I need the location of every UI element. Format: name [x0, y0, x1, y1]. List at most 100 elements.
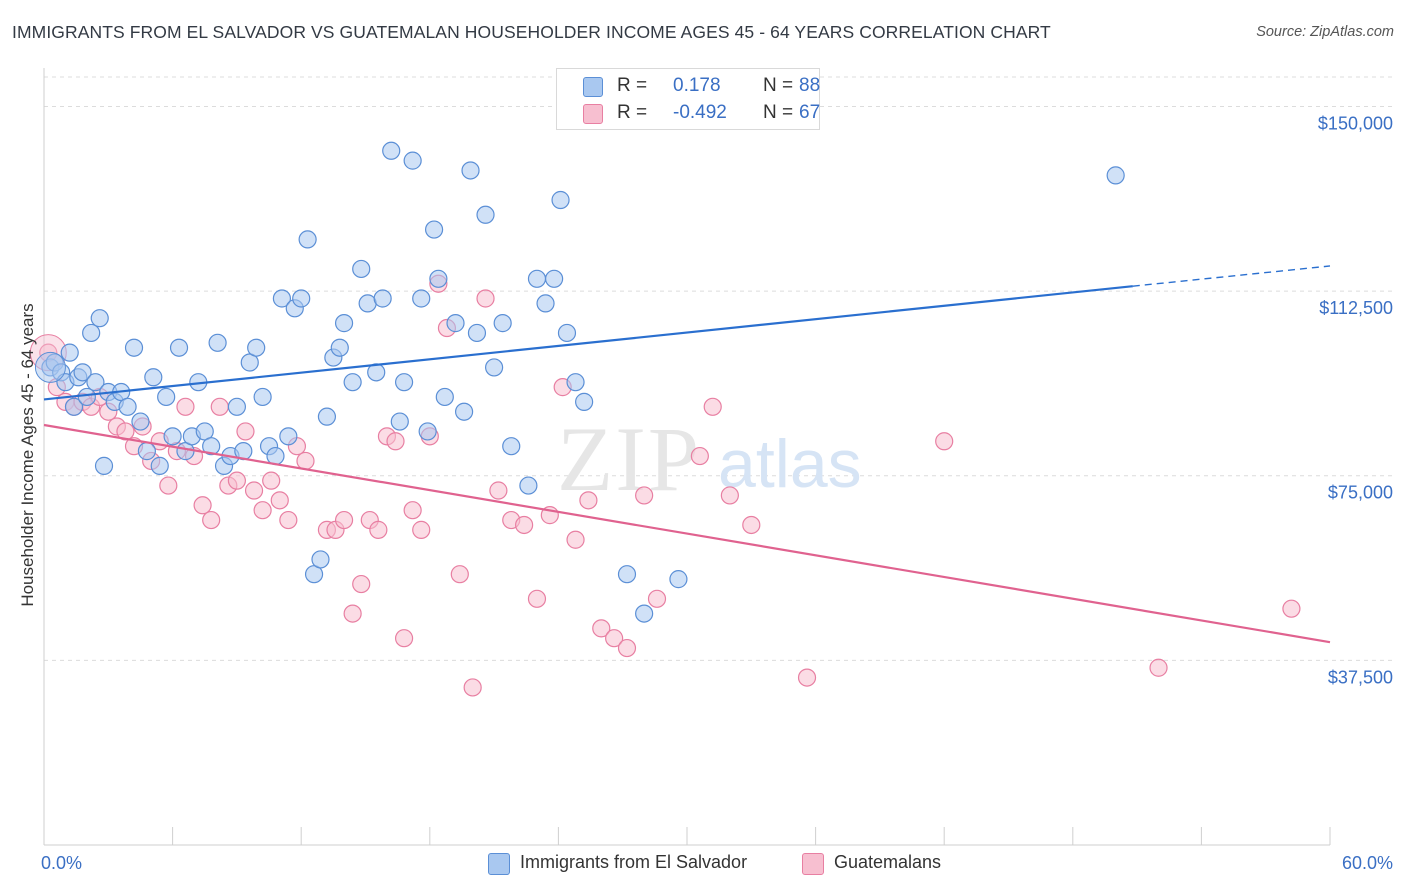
bottom-legend-swatch-pink — [802, 853, 824, 875]
guatemalans-point — [720, 486, 739, 505]
el-salvador-point — [485, 358, 504, 377]
guatemalans-point — [296, 451, 315, 471]
el-salvador-point — [330, 338, 349, 357]
y-tick-label: $112,500 — [1319, 298, 1393, 318]
el-salvador-point — [454, 402, 474, 421]
el-salvador-point — [536, 294, 555, 313]
guatemalans-point — [236, 422, 255, 441]
guatemalans-point — [742, 515, 761, 535]
guatemalans-point — [579, 491, 598, 510]
el-salvador-point — [476, 205, 495, 224]
el-salvador-point — [502, 437, 521, 456]
el-salvador-point — [493, 314, 512, 333]
guatemalans-trend-line — [43, 423, 1331, 644]
guatemalans-point — [635, 486, 654, 505]
el-salvador-point — [461, 161, 480, 180]
el-salvador-point — [157, 387, 176, 407]
legend-swatch-pink — [583, 104, 603, 124]
el-salvador-point — [169, 338, 189, 357]
el-salvador-point — [137, 442, 156, 461]
el-salvador-point — [566, 373, 585, 392]
legend-n-value: 88 — [799, 75, 821, 96]
el-salvador-point — [253, 387, 272, 407]
el-salvador-point — [94, 456, 114, 475]
guatemalans-point — [369, 520, 388, 539]
legend-n-value: 67 — [799, 102, 821, 123]
guatemalans-point — [476, 289, 495, 308]
guatemalans-point — [176, 397, 195, 416]
el-salvador-point — [424, 220, 444, 239]
guatemalans-point — [1282, 599, 1301, 618]
guatemalans-point — [515, 515, 534, 535]
el-salvador-point — [118, 397, 137, 416]
el-salvador-point-large — [34, 351, 66, 383]
legend-r-label: R = — [617, 75, 648, 96]
el-salvador-point — [227, 397, 246, 416]
el-salvador-point — [557, 323, 577, 343]
legend-swatch-blue — [583, 77, 603, 97]
el-salvador-point — [669, 570, 688, 589]
el-salvador-point — [617, 565, 637, 584]
guatemalans-point — [386, 432, 405, 451]
guatemalans-point — [193, 496, 212, 515]
guatemalans-point — [159, 476, 178, 495]
el-salvador-trend-extension — [1132, 265, 1331, 287]
el-salvador-point — [202, 437, 221, 456]
el-salvador-point — [64, 397, 84, 416]
guatemalans-point — [279, 510, 298, 530]
el-salvador-point — [373, 289, 392, 308]
el-salvador-point — [1106, 166, 1125, 185]
guatemalans-point — [566, 530, 585, 549]
el-salvador-point — [124, 338, 144, 357]
guatemalans-point — [210, 397, 229, 416]
el-salvador-point — [390, 412, 409, 431]
el-salvador-point — [334, 314, 354, 333]
el-salvador-point — [311, 550, 330, 569]
el-salvador-point — [358, 294, 377, 313]
bottom-legend-label: Immigrants from El Salvador — [520, 852, 748, 872]
guatemalans-point — [227, 471, 246, 490]
axes — [43, 68, 1331, 846]
el-salvador-point — [60, 343, 79, 362]
trend-lines — [43, 265, 1331, 644]
guatemalans-point — [935, 432, 954, 451]
el-salvador-point — [272, 289, 292, 308]
guatemalans-point — [605, 629, 624, 648]
guatemalans-point — [592, 619, 611, 638]
tick-labels: $37,500 $75,000 $112,500 $150,000 0.0% 60.0% — [41, 113, 1393, 873]
el-salvador-point — [403, 151, 422, 170]
guatemalans-point — [527, 589, 547, 608]
el-salvador-point — [527, 269, 547, 288]
el-salvador-point — [279, 427, 298, 446]
bottom-legend-swatch-blue — [488, 853, 510, 875]
el-salvador-point — [575, 392, 594, 411]
chart-title: IMMIGRANTS FROM EL SALVADOR VS GUATEMALA… — [12, 22, 1051, 42]
el-salvador-point — [435, 387, 454, 407]
guatemalans-point — [617, 638, 637, 658]
el-salvador-point — [418, 422, 437, 441]
guatemalans-point — [412, 520, 431, 539]
el-salvador-points — [34, 141, 1125, 623]
guatemalans-point — [202, 510, 221, 530]
watermark-atlas: atlas — [718, 426, 862, 502]
el-salvador-point — [150, 456, 169, 475]
guatemalans-point — [262, 471, 281, 490]
el-salvador-point — [90, 309, 109, 328]
guatemalans-point — [703, 397, 722, 416]
legend-r-label: R = — [617, 102, 648, 123]
legend-n-label: N = — [763, 102, 794, 123]
watermark-zip: ZIP — [557, 408, 701, 510]
el-salvador-point — [382, 141, 401, 160]
el-salvador-point — [394, 373, 414, 392]
el-salvador-point — [163, 427, 182, 446]
guatemalans-point — [690, 446, 709, 466]
correlation-legend: R = 0.178 N = 88 R = -0.492 N = 67 — [556, 68, 820, 130]
el-salvador-point — [429, 269, 448, 288]
el-salvador-point — [551, 190, 570, 210]
source-credit: Source: ZipAtlas.com — [1256, 24, 1394, 40]
x-tick-label-min: 0.0% — [41, 853, 82, 873]
el-salvador-point — [467, 323, 487, 343]
guatemalans-point — [647, 589, 667, 608]
el-salvador-point — [144, 368, 163, 387]
el-salvador-point — [292, 289, 311, 308]
